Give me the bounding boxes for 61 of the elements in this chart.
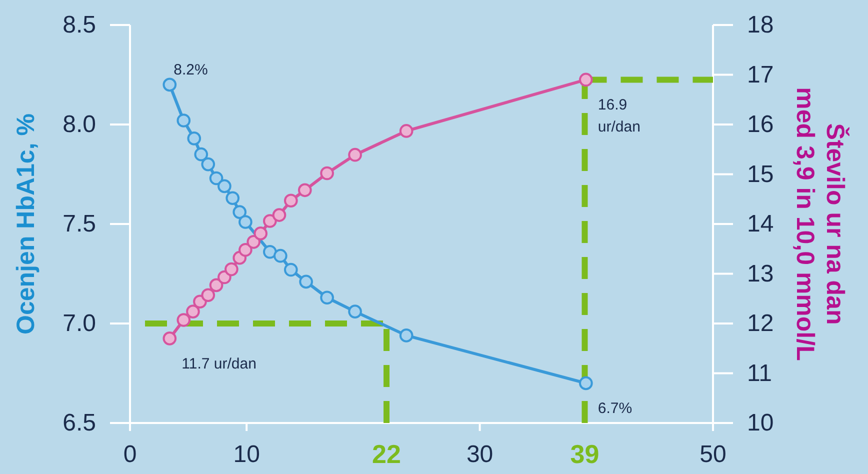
y2-tick-label: 11 xyxy=(747,360,772,387)
point xyxy=(238,215,252,229)
data-label: 6.7% xyxy=(598,400,632,418)
point xyxy=(232,205,247,219)
point xyxy=(254,226,268,240)
data-label: 11.7 ur/dan xyxy=(182,355,256,372)
point xyxy=(399,124,414,138)
point xyxy=(273,248,288,263)
point xyxy=(209,278,224,292)
y-tick-label: 7.5 xyxy=(62,210,96,238)
point xyxy=(201,288,216,302)
point xyxy=(176,313,191,327)
y2-tick-label: 16 xyxy=(747,111,774,138)
point xyxy=(162,332,177,346)
x-tick-label: 50 xyxy=(700,441,726,468)
point xyxy=(348,148,362,162)
point xyxy=(299,274,313,289)
y2-tick-label: 12 xyxy=(747,310,774,338)
y-tick-label: 7.0 xyxy=(62,310,96,338)
data-label: 8.2% xyxy=(174,62,208,79)
point xyxy=(320,290,334,305)
point xyxy=(320,166,334,180)
point xyxy=(284,194,298,208)
point xyxy=(348,304,362,318)
point xyxy=(226,191,240,206)
x-tick-label: 10 xyxy=(233,441,260,468)
point xyxy=(238,242,252,257)
point xyxy=(187,132,202,146)
y2-tick-label: 17 xyxy=(747,61,774,88)
y2-tick-label: 18 xyxy=(747,12,774,39)
y2-tick-label: 10 xyxy=(747,410,774,437)
point xyxy=(201,157,216,172)
point xyxy=(194,147,208,162)
point xyxy=(298,183,312,198)
point xyxy=(209,171,224,186)
data-label: 16.9 ur/dan xyxy=(598,96,640,136)
y2-axis-title: Število ur na dan med 3,9 in 10,0 mmol/L xyxy=(791,87,850,361)
y-tick-label: 8.0 xyxy=(62,111,96,138)
point xyxy=(263,214,277,228)
point xyxy=(578,376,593,390)
y2-tick-label: 13 xyxy=(747,260,774,288)
point xyxy=(162,78,177,92)
point xyxy=(399,328,414,342)
point xyxy=(176,114,191,128)
point xyxy=(224,262,238,276)
y-tick-label: 8.5 xyxy=(62,12,96,39)
point xyxy=(186,304,200,318)
point xyxy=(578,72,593,87)
point xyxy=(218,179,232,194)
point xyxy=(284,262,298,277)
y2-tick-label: 15 xyxy=(747,160,774,188)
point xyxy=(272,208,286,222)
point xyxy=(263,244,277,259)
point xyxy=(246,235,261,249)
y-axis-title: Ocenjen HbA1c, % xyxy=(12,114,40,334)
x-tick-label: 0 xyxy=(123,441,137,468)
x-tick-label: 30 xyxy=(466,441,494,468)
y-tick-label: 6.5 xyxy=(62,410,96,437)
ref-line-label: 39 xyxy=(570,439,600,469)
y2-tick-label: 14 xyxy=(747,210,774,238)
ref-line-label: 22 xyxy=(372,439,401,469)
